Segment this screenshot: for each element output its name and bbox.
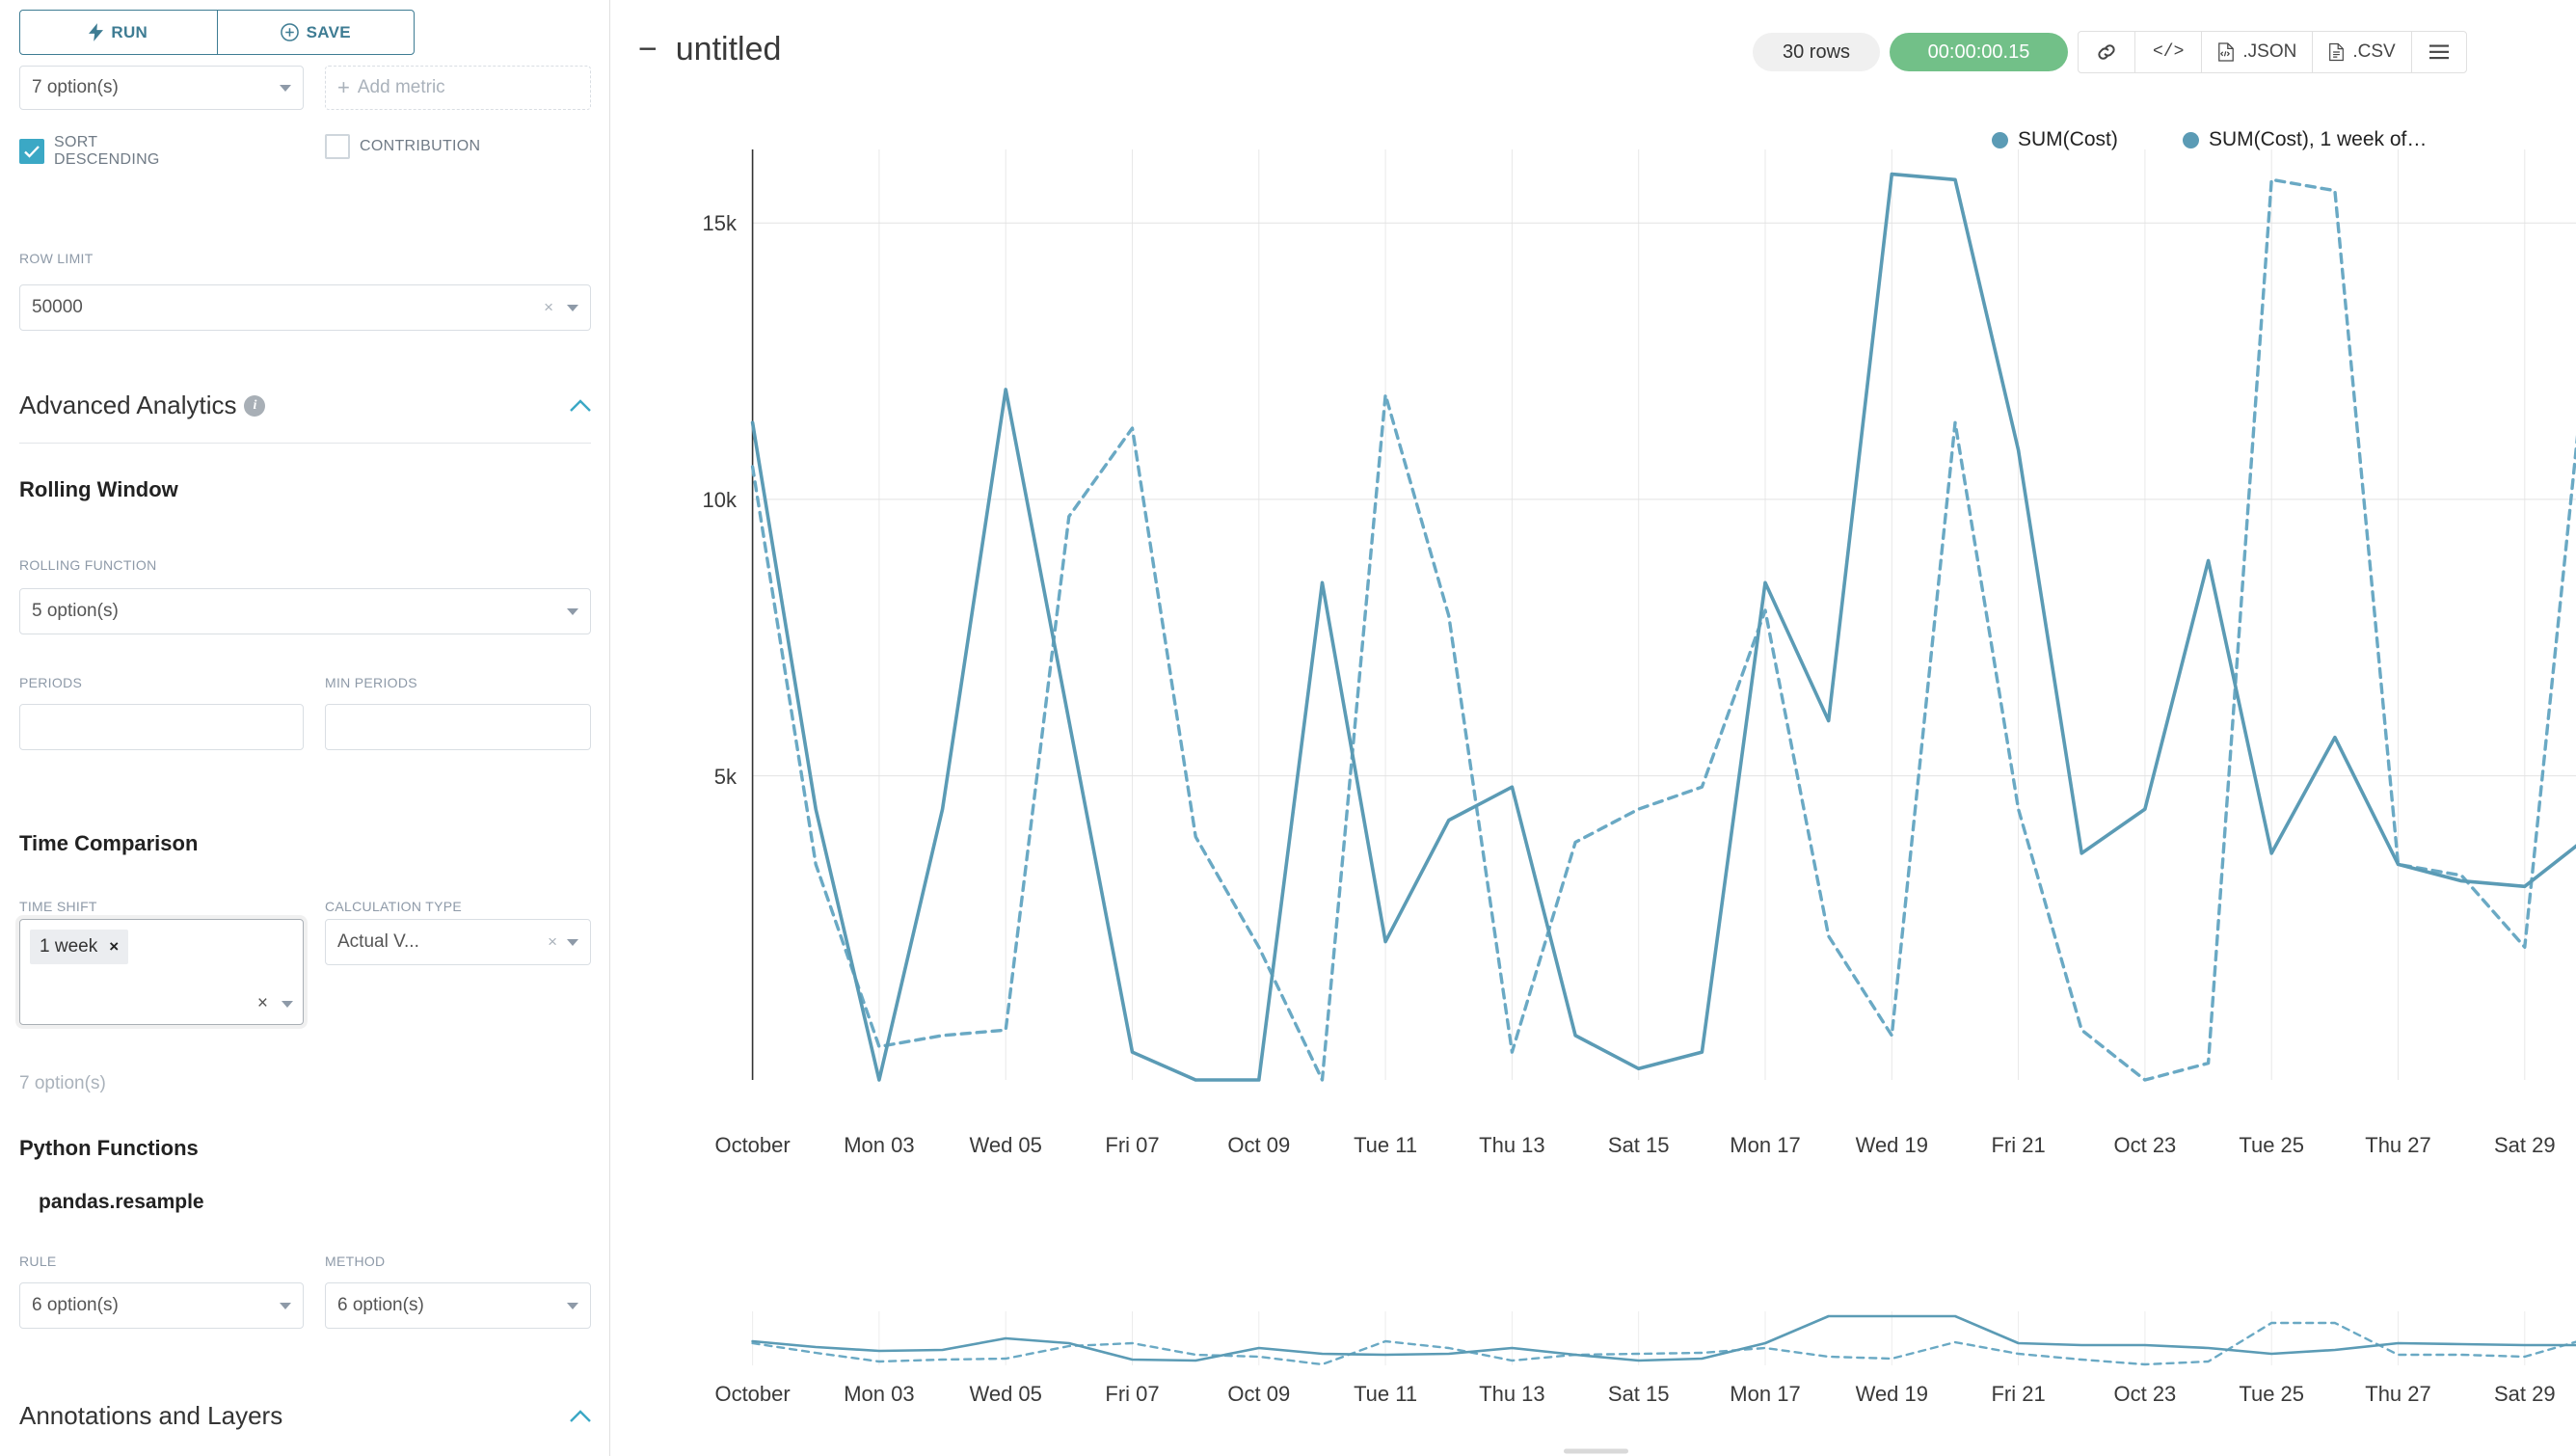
svg-text:Tue 25: Tue 25 (2239, 1133, 2304, 1157)
svg-text:Fri 07: Fri 07 (1105, 1382, 1159, 1406)
svg-text:October: October (714, 1382, 790, 1406)
svg-text:Thu 13: Thu 13 (1479, 1382, 1545, 1406)
svg-text:10k: 10k (703, 488, 738, 512)
svg-text:Wed 05: Wed 05 (969, 1133, 1041, 1157)
svg-text:Mon 17: Mon 17 (1730, 1382, 1800, 1406)
svg-text:Fri 21: Fri 21 (1991, 1133, 2045, 1157)
svg-text:Oct 23: Oct 23 (2113, 1382, 2176, 1406)
svg-text:Sat 15: Sat 15 (1608, 1133, 1670, 1157)
svg-text:Fri 07: Fri 07 (1105, 1133, 1159, 1157)
svg-text:Tue 11: Tue 11 (1354, 1133, 1417, 1157)
svg-text:Sat 15: Sat 15 (1608, 1382, 1670, 1406)
svg-text:Mon 03: Mon 03 (844, 1382, 914, 1406)
svg-text:Oct 23: Oct 23 (2113, 1133, 2176, 1157)
svg-text:5k: 5k (714, 765, 738, 789)
svg-text:Mon 03: Mon 03 (844, 1133, 914, 1157)
svg-text:Wed 19: Wed 19 (1856, 1382, 1928, 1406)
svg-text:Tue 25: Tue 25 (2239, 1382, 2304, 1406)
svg-text:Sat 29: Sat 29 (2494, 1133, 2556, 1157)
svg-text:Thu 27: Thu 27 (2365, 1133, 2431, 1157)
svg-text:Wed 19: Wed 19 (1856, 1133, 1928, 1157)
svg-text:Thu 13: Thu 13 (1479, 1133, 1545, 1157)
svg-text:Fri 21: Fri 21 (1991, 1382, 2045, 1406)
svg-text:Mon 17: Mon 17 (1730, 1133, 1800, 1157)
svg-text:Oct 09: Oct 09 (1227, 1133, 1290, 1157)
svg-text:Wed 05: Wed 05 (969, 1382, 1041, 1406)
svg-text:Sat 29: Sat 29 (2494, 1382, 2556, 1406)
svg-text:Oct 09: Oct 09 (1227, 1382, 1290, 1406)
svg-text:October: October (714, 1133, 790, 1157)
svg-text:Tue 11: Tue 11 (1354, 1382, 1417, 1406)
svg-text:15k: 15k (703, 211, 738, 235)
svg-text:Thu 27: Thu 27 (2365, 1382, 2431, 1406)
